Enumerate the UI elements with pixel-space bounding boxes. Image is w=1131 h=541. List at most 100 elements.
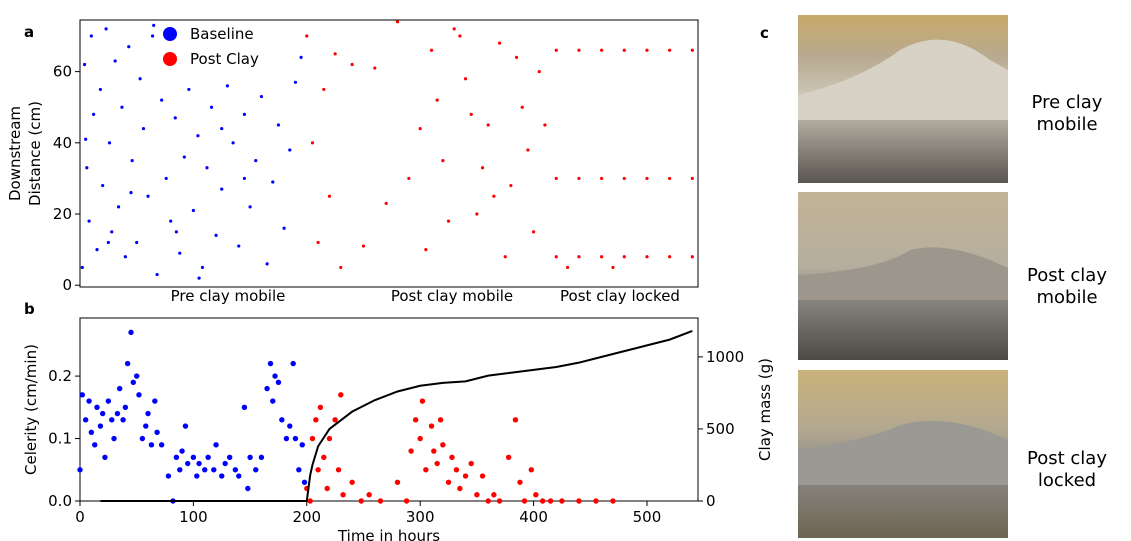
point bbox=[275, 379, 282, 386]
point bbox=[182, 423, 189, 429]
point bbox=[259, 94, 264, 99]
point bbox=[434, 460, 440, 467]
point bbox=[428, 423, 435, 429]
point bbox=[124, 360, 131, 367]
point bbox=[82, 417, 89, 423]
point bbox=[622, 176, 626, 181]
point bbox=[282, 226, 286, 230]
point bbox=[431, 448, 437, 454]
point bbox=[327, 194, 332, 198]
point bbox=[452, 27, 456, 31]
point bbox=[287, 423, 293, 429]
point bbox=[197, 276, 201, 280]
point bbox=[339, 265, 343, 270]
point bbox=[326, 435, 333, 442]
point bbox=[395, 20, 400, 24]
point bbox=[187, 87, 191, 92]
point bbox=[205, 454, 211, 460]
point bbox=[313, 417, 319, 423]
point bbox=[394, 479, 401, 485]
point bbox=[350, 62, 354, 67]
point bbox=[109, 417, 115, 423]
point bbox=[509, 183, 513, 188]
point bbox=[114, 410, 121, 417]
photo-dune bbox=[798, 420, 1008, 485]
point bbox=[288, 148, 292, 152]
point bbox=[408, 448, 414, 454]
point bbox=[547, 498, 554, 504]
point bbox=[645, 48, 649, 52]
point bbox=[247, 454, 253, 460]
point bbox=[503, 255, 507, 259]
point bbox=[200, 265, 205, 270]
point bbox=[462, 473, 469, 479]
point bbox=[453, 467, 460, 473]
point bbox=[593, 498, 599, 504]
point bbox=[154, 429, 160, 435]
point bbox=[267, 360, 274, 367]
point bbox=[417, 435, 423, 442]
x-tick-label: 400 bbox=[519, 508, 548, 526]
point bbox=[559, 498, 565, 504]
point bbox=[245, 485, 251, 492]
point bbox=[577, 176, 581, 181]
point bbox=[155, 272, 159, 277]
point bbox=[668, 176, 672, 181]
point bbox=[279, 417, 285, 423]
y2-tick-label: 500 bbox=[706, 420, 735, 438]
point bbox=[645, 176, 649, 181]
point bbox=[539, 498, 546, 504]
point bbox=[150, 34, 155, 38]
point bbox=[113, 59, 117, 63]
x-axis-label: Time in hours bbox=[337, 527, 440, 541]
point bbox=[242, 112, 247, 116]
point bbox=[130, 379, 136, 386]
point bbox=[622, 255, 626, 259]
point bbox=[152, 398, 158, 404]
point bbox=[492, 194, 496, 198]
point bbox=[690, 176, 694, 181]
point bbox=[412, 417, 419, 423]
point bbox=[106, 240, 110, 245]
panel-label: c bbox=[760, 24, 769, 42]
point bbox=[222, 460, 228, 467]
point bbox=[196, 134, 200, 138]
point bbox=[179, 448, 185, 454]
point bbox=[231, 141, 235, 145]
point bbox=[292, 435, 299, 442]
point bbox=[194, 473, 200, 479]
point bbox=[220, 126, 224, 131]
point bbox=[435, 98, 439, 102]
point bbox=[437, 417, 444, 423]
point bbox=[322, 87, 326, 92]
point bbox=[600, 48, 604, 52]
point bbox=[423, 467, 429, 473]
point bbox=[209, 105, 214, 109]
point bbox=[211, 467, 217, 473]
point bbox=[225, 84, 230, 88]
legend-marker bbox=[163, 27, 177, 41]
point bbox=[165, 473, 172, 479]
point bbox=[276, 123, 281, 127]
point bbox=[178, 251, 182, 255]
legend-label: Post Clay bbox=[190, 50, 259, 68]
point bbox=[202, 467, 208, 473]
point bbox=[340, 492, 346, 498]
point bbox=[173, 454, 180, 460]
point bbox=[92, 112, 96, 116]
point bbox=[232, 467, 239, 473]
point bbox=[517, 479, 523, 485]
photo-label: Post clay mobile bbox=[1027, 265, 1107, 308]
point bbox=[141, 126, 146, 131]
point bbox=[236, 473, 242, 479]
point bbox=[514, 55, 519, 59]
point bbox=[290, 360, 296, 367]
y-tick-label: 0.2 bbox=[48, 367, 72, 385]
point bbox=[526, 148, 530, 152]
point bbox=[99, 410, 106, 417]
point bbox=[128, 329, 134, 336]
point bbox=[139, 435, 146, 442]
point bbox=[479, 473, 486, 479]
